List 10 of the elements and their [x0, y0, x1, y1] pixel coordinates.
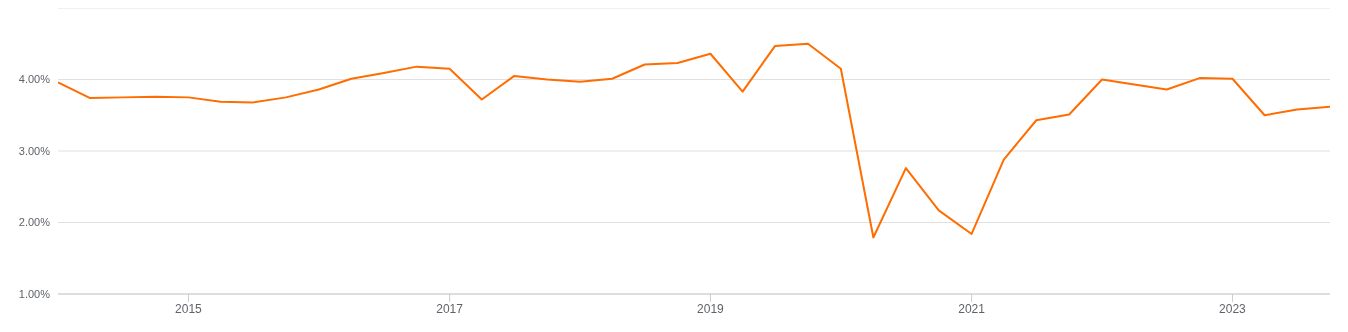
line-series: [58, 42, 1330, 239]
y-tick-label: 3.00%: [18, 144, 51, 157]
x-tick-label: 2021: [958, 301, 986, 316]
y-tick-label: 2.00%: [18, 216, 51, 229]
y-tick-label: 4.00%: [18, 73, 51, 86]
x-tick-label: 2017: [436, 301, 464, 316]
y-tick-label: 1.00%: [18, 287, 51, 300]
x-tick-label: 2023: [1219, 301, 1247, 316]
x-tick-label: 2015: [175, 301, 203, 316]
x-tick-label: 2019: [697, 301, 725, 316]
